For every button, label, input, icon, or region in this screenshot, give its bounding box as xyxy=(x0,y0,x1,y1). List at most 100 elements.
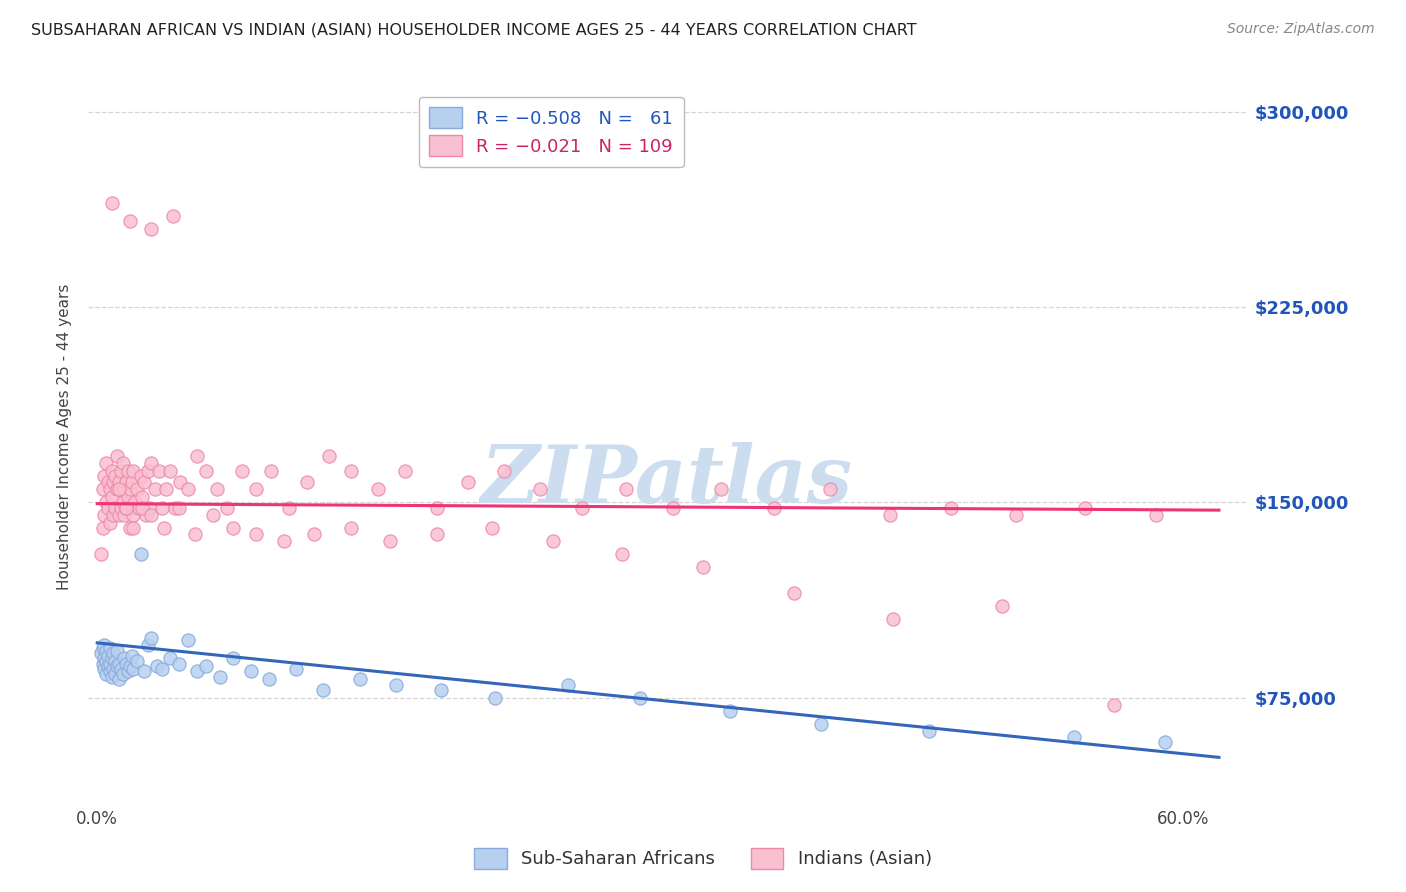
Point xyxy=(129,469,152,483)
Point xyxy=(494,464,516,478)
Point xyxy=(124,495,146,509)
Point xyxy=(661,500,683,515)
Point xyxy=(143,483,166,497)
Point xyxy=(1005,508,1028,523)
Point xyxy=(257,673,280,687)
Point xyxy=(110,662,132,676)
Point xyxy=(104,654,127,668)
Point xyxy=(186,665,208,679)
Point xyxy=(131,490,153,504)
Point xyxy=(176,483,198,497)
Point xyxy=(122,508,145,523)
Point xyxy=(117,464,139,478)
Point xyxy=(762,500,785,515)
Point xyxy=(184,526,207,541)
Point xyxy=(104,500,127,515)
Point xyxy=(205,483,228,497)
Point xyxy=(108,673,131,687)
Point xyxy=(162,209,184,223)
Point xyxy=(818,483,841,497)
Point xyxy=(111,667,134,681)
Point xyxy=(153,521,176,535)
Point xyxy=(610,548,633,562)
Point xyxy=(146,659,169,673)
Point xyxy=(529,483,551,497)
Point xyxy=(141,222,163,236)
Point xyxy=(117,665,139,679)
Point xyxy=(481,521,503,535)
Point xyxy=(150,500,173,515)
Y-axis label: Householder Income Ages 25 - 44 years: Householder Income Ages 25 - 44 years xyxy=(58,285,72,591)
Point xyxy=(96,643,118,657)
Point xyxy=(115,657,138,671)
Point xyxy=(108,508,131,523)
Point xyxy=(115,500,138,515)
Point xyxy=(260,464,283,478)
Point xyxy=(90,548,112,562)
Point xyxy=(231,464,253,478)
Point xyxy=(304,526,326,541)
Point xyxy=(141,631,163,645)
Point xyxy=(93,639,115,653)
Point xyxy=(100,651,122,665)
Point xyxy=(118,483,141,497)
Point xyxy=(98,483,121,497)
Point xyxy=(484,690,506,705)
Point xyxy=(278,500,301,515)
Point xyxy=(93,662,115,676)
Point xyxy=(426,526,449,541)
Point xyxy=(112,483,135,497)
Point xyxy=(1144,508,1167,523)
Point xyxy=(201,508,224,523)
Point xyxy=(295,475,318,489)
Point xyxy=(141,508,163,523)
Point xyxy=(108,483,131,497)
Point xyxy=(93,651,115,665)
Point xyxy=(97,648,120,663)
Point xyxy=(104,667,127,681)
Point xyxy=(115,500,138,515)
Point xyxy=(628,690,651,705)
Point xyxy=(349,673,371,687)
Point xyxy=(91,641,114,656)
Point xyxy=(96,456,118,470)
Point xyxy=(98,657,121,671)
Point xyxy=(115,475,138,489)
Point xyxy=(91,657,114,671)
Point xyxy=(103,508,125,523)
Point xyxy=(98,516,121,531)
Point xyxy=(879,508,901,523)
Point xyxy=(138,500,160,515)
Point xyxy=(104,469,127,483)
Point xyxy=(209,670,232,684)
Point xyxy=(97,500,120,515)
Point xyxy=(97,659,120,673)
Point xyxy=(128,500,150,515)
Point xyxy=(882,612,904,626)
Point xyxy=(111,456,134,470)
Point xyxy=(105,643,128,657)
Point xyxy=(1063,730,1085,744)
Point xyxy=(217,500,239,515)
Point xyxy=(112,651,135,665)
Point xyxy=(339,464,361,478)
Point xyxy=(98,641,121,656)
Point xyxy=(122,662,145,676)
Point xyxy=(194,464,217,478)
Point xyxy=(541,534,564,549)
Point xyxy=(557,677,579,691)
Point xyxy=(118,214,141,228)
Point xyxy=(571,500,593,515)
Point xyxy=(273,534,295,549)
Point xyxy=(1074,500,1097,515)
Point xyxy=(720,704,742,718)
Point xyxy=(108,657,131,671)
Point xyxy=(141,456,163,470)
Point xyxy=(100,670,122,684)
Point xyxy=(312,682,335,697)
Point xyxy=(134,665,156,679)
Point xyxy=(93,508,115,523)
Point xyxy=(194,659,217,673)
Point xyxy=(118,659,141,673)
Point xyxy=(245,483,267,497)
